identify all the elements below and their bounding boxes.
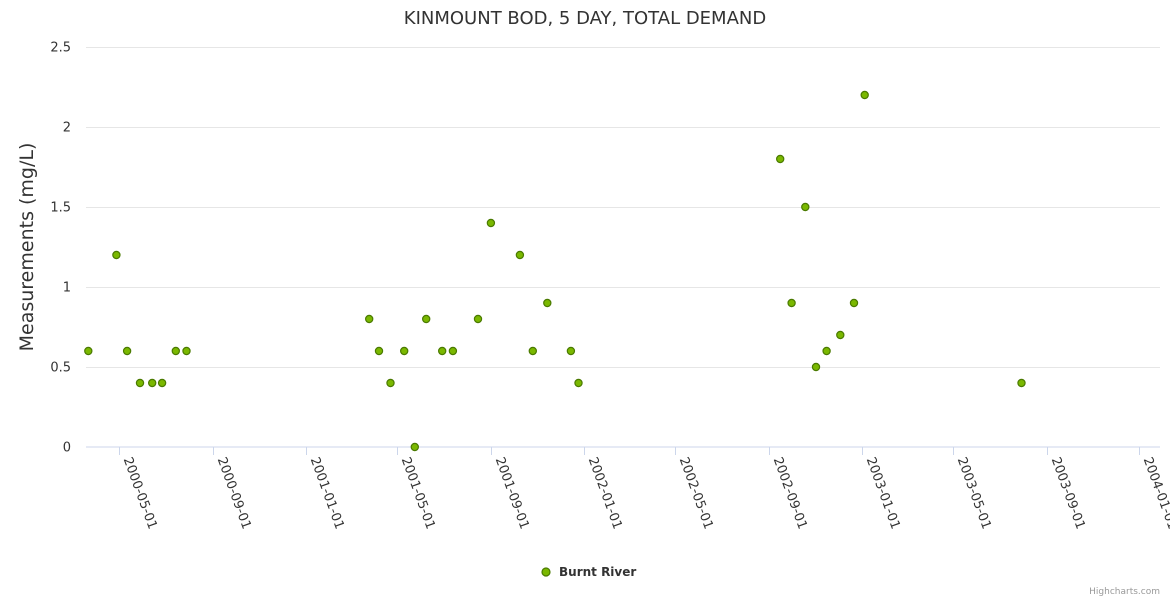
- y-tick-label: 1.5: [50, 201, 71, 216]
- legend-marker: [541, 567, 551, 577]
- y-tick-label: 2: [63, 121, 71, 136]
- data-point[interactable]: [822, 346, 831, 356]
- data-point[interactable]: [157, 378, 167, 388]
- data-point[interactable]: [566, 346, 576, 356]
- gridlines: [86, 47, 1160, 368]
- data-point[interactable]: [147, 378, 157, 388]
- data-point[interactable]: [171, 346, 180, 356]
- data-point[interactable]: [182, 346, 191, 356]
- y-tick-label: 2.5: [50, 41, 71, 56]
- y-tick-label: 0.5: [50, 361, 71, 376]
- data-point[interactable]: [776, 154, 785, 164]
- chart-title: KINMOUNT BOD, 5 DAY, TOTAL DEMAND: [404, 8, 766, 29]
- data-point[interactable]: [112, 250, 121, 260]
- data-point[interactable]: [811, 362, 821, 372]
- data-point[interactable]: [486, 218, 496, 228]
- data-point[interactable]: [135, 378, 145, 388]
- data-point[interactable]: [448, 346, 458, 356]
- data-point[interactable]: [438, 346, 447, 356]
- data-point[interactable]: [365, 314, 374, 324]
- legend[interactable]: Burnt River: [541, 565, 636, 579]
- data-point[interactable]: [386, 378, 395, 388]
- data-point[interactable]: [860, 90, 869, 100]
- data-point[interactable]: [515, 250, 525, 260]
- y-axis-label: Measurements (mg/L): [16, 143, 38, 352]
- y-tick-label: 0: [63, 441, 71, 456]
- data-point[interactable]: [422, 314, 431, 324]
- y-axis-ticks: 0 0.5 1 1.5 2 2.5: [50, 41, 71, 456]
- legend-item-burnt-river[interactable]: Burnt River: [559, 565, 636, 579]
- data-point[interactable]: [801, 202, 810, 212]
- data-point[interactable]: [543, 298, 552, 308]
- data-point[interactable]: [849, 298, 859, 308]
- y-tick-label: 1: [63, 281, 71, 296]
- data-point[interactable]: [473, 314, 483, 324]
- data-point[interactable]: [836, 330, 845, 340]
- data-point[interactable]: [84, 346, 93, 356]
- data-point[interactable]: [787, 298, 796, 308]
- series-burnt-river: [84, 90, 1026, 452]
- data-point[interactable]: [574, 378, 583, 388]
- credits-link[interactable]: Highcharts.com: [1089, 587, 1160, 597]
- data-point[interactable]: [410, 442, 419, 452]
- data-point[interactable]: [1017, 378, 1026, 388]
- data-point[interactable]: [528, 346, 538, 356]
- data-point[interactable]: [122, 346, 132, 356]
- data-point[interactable]: [374, 346, 384, 356]
- data-point[interactable]: [400, 346, 409, 356]
